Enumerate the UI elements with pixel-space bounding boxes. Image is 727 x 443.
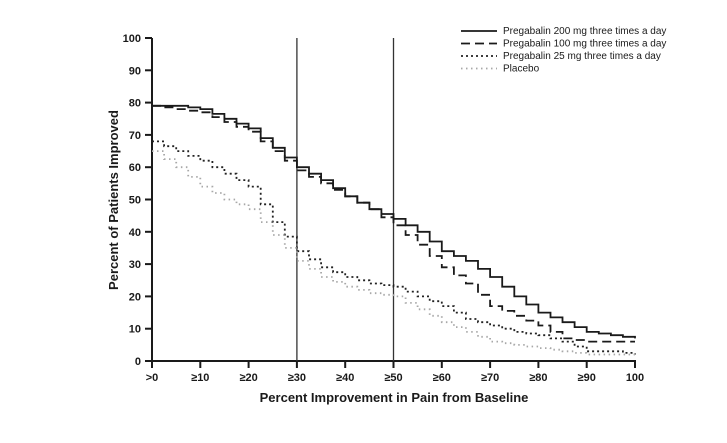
- x-axis-ticks: >0 ≥10 ≥20 ≥30 ≥40 ≥50 ≥60 ≥70 ≥80 ≥90 100: [146, 361, 644, 384]
- y-tick-label: 0: [135, 356, 141, 368]
- x-tick-label: ≥90: [578, 372, 596, 384]
- y-tick-label: 90: [129, 65, 141, 77]
- y-axis-ticks: 0 10 20 30 40 50 60 70 80 90 100: [123, 33, 152, 368]
- series-lines: [152, 104, 636, 356]
- x-axis-title: Percent Improvement in Pain from Baselin…: [260, 390, 529, 405]
- y-tick-label: 50: [129, 195, 141, 207]
- legend-label: Pregabalin 200 mg three times a day: [503, 26, 666, 37]
- reference-lines: [296, 38, 395, 361]
- y-tick-label: 30: [129, 259, 141, 271]
- x-tick-label: ≥30: [288, 372, 306, 384]
- legend-item-2: Pregabalin 25 mg three times a day: [461, 51, 661, 62]
- x-tick-label: ≥60: [433, 372, 451, 384]
- x-tick-label: ≥80: [529, 372, 547, 384]
- legend-label: Placebo: [503, 64, 540, 75]
- legend-label: Pregabalin 100 mg three times a day: [503, 39, 666, 50]
- legend-item-0: Pregabalin 200 mg three times a day: [461, 26, 666, 37]
- series-line-0: [152, 104, 636, 339]
- x-tick-label: >0: [146, 372, 159, 384]
- y-tick-label: 100: [123, 33, 141, 45]
- y-axis-title: Percent of Patients Improved: [106, 110, 121, 290]
- y-tick-label: 40: [129, 227, 141, 239]
- x-tick-label: ≥20: [239, 372, 257, 384]
- x-tick-label: 100: [626, 372, 644, 384]
- legend-item-3: Placebo: [461, 64, 540, 75]
- legend-item-1: Pregabalin 100 mg three times a day: [461, 39, 666, 50]
- y-tick-label: 60: [129, 162, 141, 174]
- y-tick-label: 10: [129, 324, 141, 336]
- x-tick-label: ≥40: [336, 372, 354, 384]
- legend: Pregabalin 200 mg three times a day Prega…: [461, 26, 666, 75]
- y-tick-label: 80: [129, 98, 141, 110]
- x-tick-label: ≥50: [384, 372, 402, 384]
- x-tick-label: ≥70: [481, 372, 499, 384]
- y-tick-label: 70: [129, 130, 141, 142]
- series-line-2: [152, 140, 636, 355]
- x-tick-label: ≥10: [191, 372, 209, 384]
- series-line-1: [152, 104, 635, 343]
- legend-label: Pregabalin 25 mg three times a day: [503, 51, 661, 62]
- y-tick-label: 20: [129, 291, 141, 303]
